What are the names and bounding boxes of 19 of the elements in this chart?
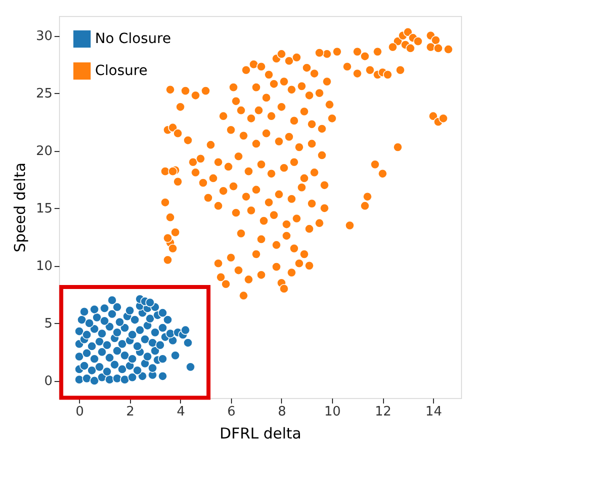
x-tick-label: 12 xyxy=(374,404,392,420)
x-tick-label: 14 xyxy=(425,404,442,420)
x-tick-label: 0 xyxy=(76,404,84,420)
y-axis-title: Speed delta xyxy=(10,162,29,252)
legend-label: Closure xyxy=(95,63,148,79)
x-axis-title: DFRL delta xyxy=(220,424,302,442)
x-tick-label: 10 xyxy=(324,404,341,420)
y-tick-label: 0 xyxy=(44,374,52,390)
y-tick-label: 5 xyxy=(44,316,52,332)
y-tick-label: 20 xyxy=(36,144,52,160)
x-tick-label: 8 xyxy=(278,404,286,420)
legend-label: No Closure xyxy=(95,31,171,47)
y-tick-label: 15 xyxy=(36,202,52,217)
x-tick-label: 2 xyxy=(126,404,134,420)
y-tick-label: 30 xyxy=(36,29,52,44)
y-tick-label: 10 xyxy=(36,259,52,274)
x-tick-label: 4 xyxy=(176,404,185,420)
y-tick-label: 25 xyxy=(36,86,52,102)
x-tick-label: 6 xyxy=(227,404,236,420)
